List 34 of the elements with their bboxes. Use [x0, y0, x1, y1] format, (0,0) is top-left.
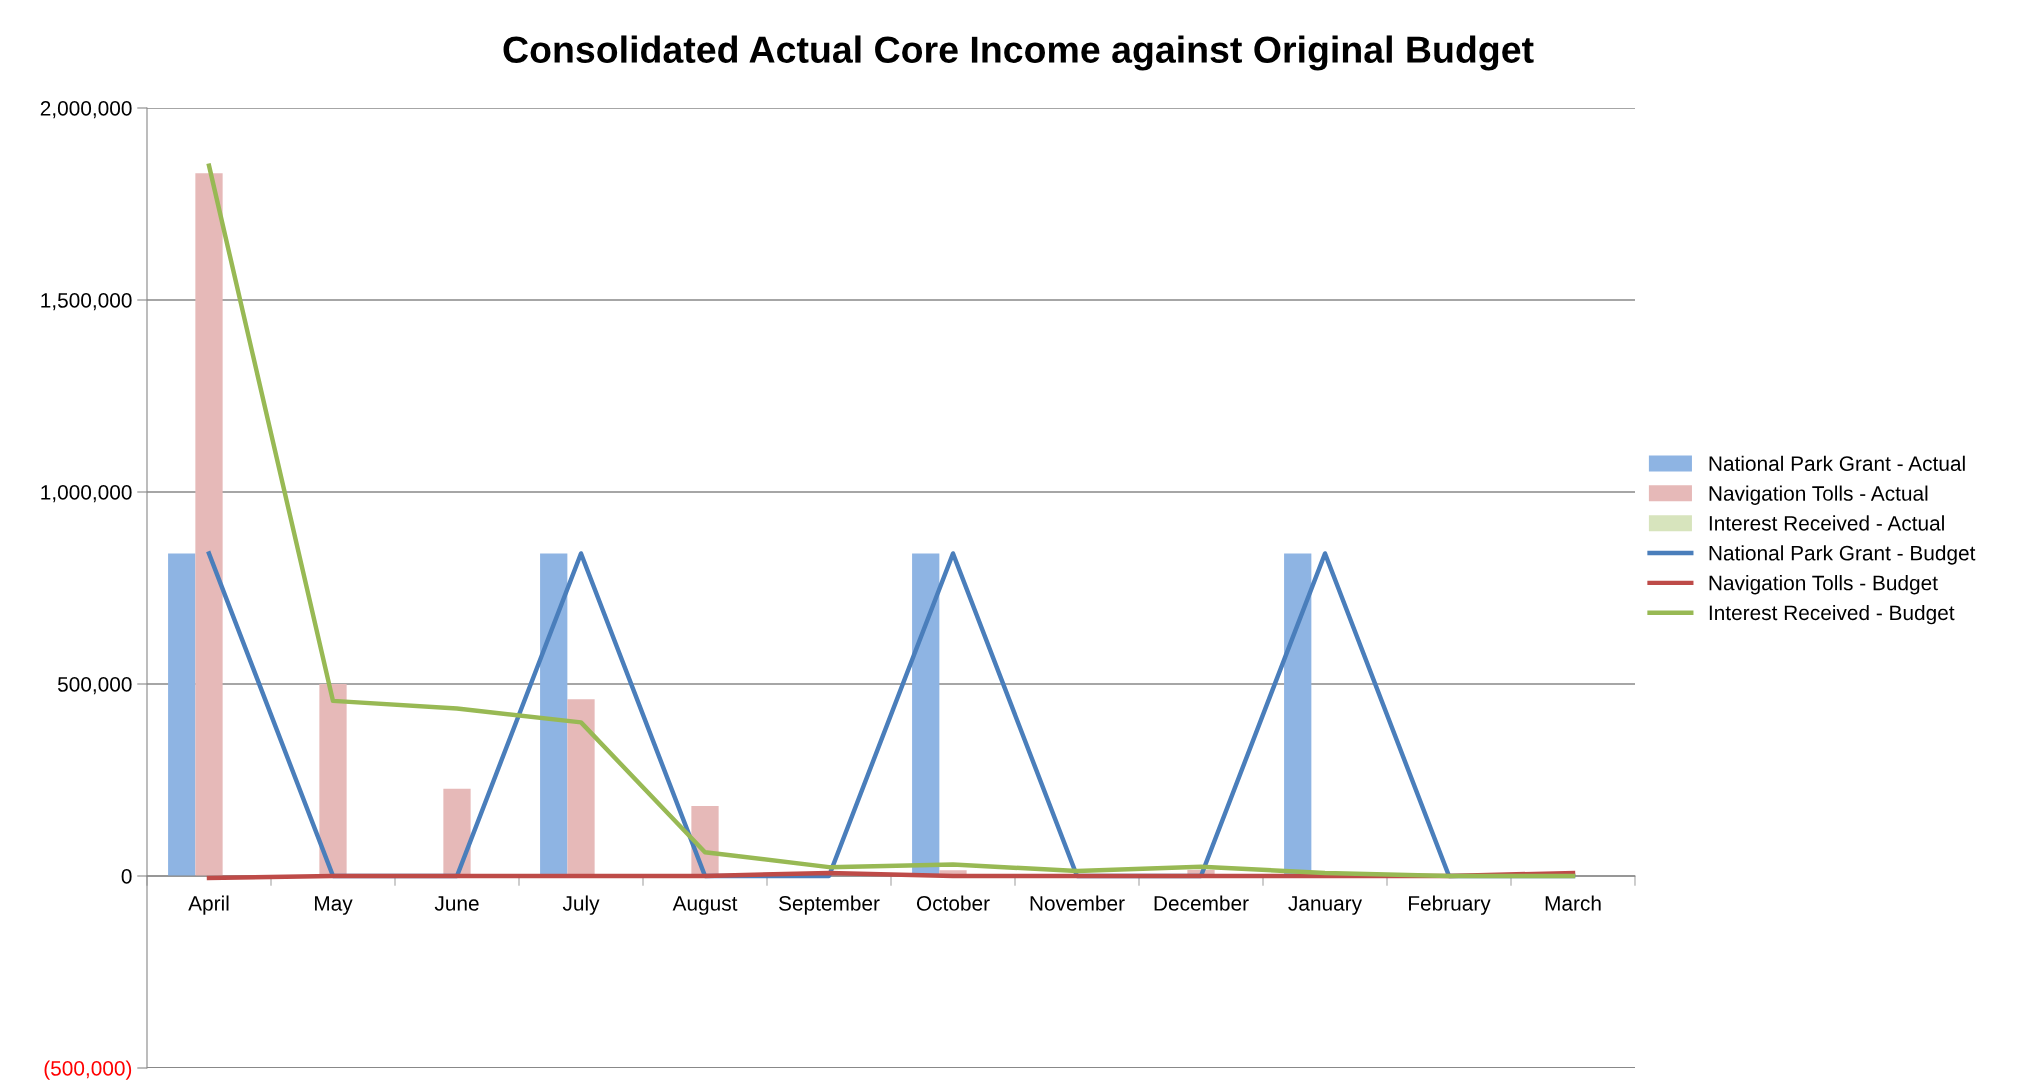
x-tick-label: March — [1545, 895, 1601, 911]
bar — [443, 788, 471, 876]
y-tick-label: 2,000,000 — [40, 101, 132, 119]
bar — [195, 173, 223, 876]
chart-title: Consolidated Actual Core Income against Original Budget — [503, 35, 1534, 71]
x-tick-label: July — [562, 895, 600, 915]
x-tick-label: September — [779, 895, 880, 915]
legend-label: National Park Grant - Budget — [1709, 545, 1976, 565]
bar — [567, 699, 595, 876]
bar — [319, 684, 347, 876]
x-tick-label: August — [672, 896, 738, 915]
bar — [1284, 553, 1312, 876]
bar — [168, 553, 196, 876]
legend-label: Navigation Tolls - Actual — [1709, 485, 1928, 505]
line-series — [206, 163, 1576, 879]
legend-label: Interest Received - Actual — [1709, 515, 1944, 531]
x-tick-label: January — [1288, 896, 1363, 915]
y-tick-label: 1,000,000 — [41, 485, 132, 503]
legend-label: Interest Received - Budget — [1709, 604, 1955, 625]
legend-label: Navigation Tolls - Budget — [1709, 575, 1938, 595]
y-tick-label: (500,000) — [44, 1060, 132, 1080]
x-tick-label: April — [188, 895, 229, 915]
bar — [540, 553, 568, 876]
x-tick-label: June — [434, 896, 479, 911]
y-tick-label: 500,000 — [57, 677, 132, 695]
x-tick-label: February — [1409, 895, 1491, 915]
x-tick-label: October — [916, 895, 990, 911]
bar — [912, 553, 940, 876]
x-tick-label: May — [315, 896, 353, 915]
x-tick-label: December — [1154, 895, 1249, 911]
x-tick-label: November — [1030, 895, 1125, 911]
legend-label: National Park Grant - Actual — [1709, 455, 1965, 471]
y-tick-label: 1,500,000 — [41, 293, 132, 311]
y-tick-label: 0 — [121, 869, 132, 884]
